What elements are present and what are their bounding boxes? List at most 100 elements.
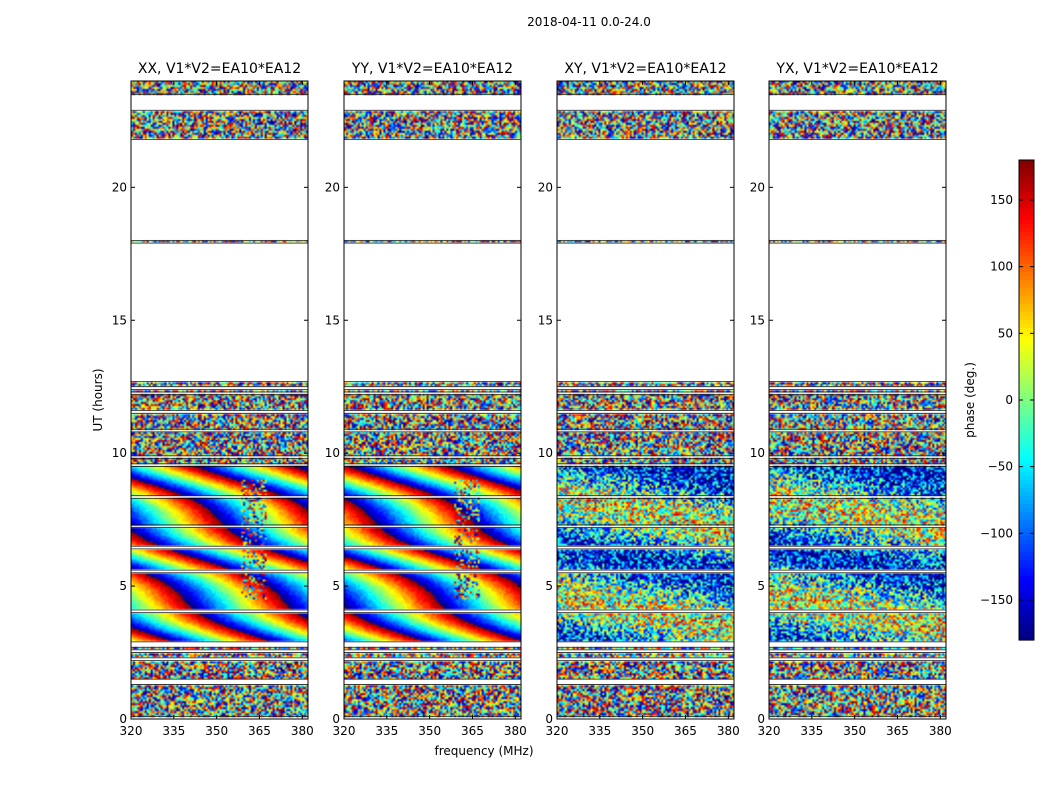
- colorbar-step: [1019, 188, 1034, 193]
- y-tick-label: 15: [112, 313, 127, 327]
- y-tick-label: 15: [538, 313, 553, 327]
- colorbar-step: [1019, 452, 1034, 457]
- x-tick-label: 365: [886, 724, 909, 738]
- colorbar-step: [1019, 596, 1034, 601]
- x-tick-label: 320: [546, 724, 569, 738]
- x-tick-label: 350: [205, 724, 228, 738]
- figure-title: 2018-04-11 0.0-24.0: [527, 15, 651, 29]
- colorbar-step: [1019, 212, 1034, 217]
- panel-frame: [768, 80, 947, 720]
- colorbar-step: [1019, 348, 1034, 353]
- colorbar-step: [1019, 308, 1034, 313]
- colorbar-step: [1019, 340, 1034, 345]
- y-tick-label: 10: [325, 446, 340, 460]
- colorbar-step: [1019, 524, 1034, 529]
- y-tick-label: 5: [332, 579, 340, 593]
- panel-1: XX, V1*V2=EA10*EA12 320 335 350 365 380 0 5 10 15…: [112, 61, 314, 738]
- x-tick-label: 380: [929, 724, 952, 738]
- colorbar-step: [1019, 244, 1034, 249]
- heatmap-image: [131, 81, 308, 719]
- colorbar-step: [1019, 356, 1034, 361]
- panel-2: YY, V1*V2=EA10*EA12 320 335 350 365 380 0 5 10 15…: [325, 61, 527, 738]
- colorbar-step: [1019, 608, 1034, 613]
- y-tick-label: 5: [757, 579, 765, 593]
- x-tick-label: 350: [631, 724, 654, 738]
- colorbar-step: [1019, 184, 1034, 189]
- colorbar-step: [1019, 428, 1034, 433]
- colorbar-step: [1019, 624, 1034, 629]
- panel-4: YX, V1*V2=EA10*EA12 320 335 350 365 380 0 5 10 15…: [750, 61, 952, 738]
- x-tick-label: 365: [674, 724, 697, 738]
- colorbar-step: [1019, 556, 1034, 561]
- colorbar-step: [1019, 552, 1034, 557]
- colorbar-step: [1019, 560, 1034, 565]
- x-tick-label: 350: [843, 724, 866, 738]
- colorbar-step: [1019, 344, 1034, 349]
- panel-frame: [343, 80, 522, 720]
- colorbar-step: [1019, 316, 1034, 321]
- panel-title: XX, V1*V2=EA10*EA12: [138, 61, 301, 77]
- colorbar-step: [1019, 268, 1034, 273]
- y-tick-label: 15: [750, 313, 765, 327]
- colorbar-step: [1019, 456, 1034, 461]
- colorbar-step: [1019, 276, 1034, 281]
- colorbar-step: [1019, 288, 1034, 293]
- colorbar-step: [1019, 300, 1034, 305]
- colorbar-step: [1019, 252, 1034, 257]
- colorbar-step: [1019, 172, 1034, 177]
- colorbar-step: [1019, 544, 1034, 549]
- colorbar-step: [1019, 604, 1034, 609]
- panel-title: YX, V1*V2=EA10*EA12: [775, 61, 938, 77]
- colorbar-step: [1019, 440, 1034, 445]
- panel-title: YY, V1*V2=EA10*EA12: [351, 61, 513, 77]
- colorbar-step: [1019, 628, 1034, 633]
- y-tick-label: 0: [757, 712, 765, 726]
- colorbar-step: [1019, 324, 1034, 329]
- colorbar-step: [1019, 292, 1034, 297]
- colorbar-tick-label: −100: [980, 526, 1013, 540]
- colorbar-step: [1019, 472, 1034, 477]
- colorbar-step: [1019, 192, 1034, 197]
- colorbar-step: [1019, 520, 1034, 525]
- colorbar-tick-label: 50: [998, 326, 1013, 340]
- colorbar-step: [1019, 516, 1034, 521]
- colorbar-step: [1019, 256, 1034, 261]
- colorbar-step: [1019, 460, 1034, 465]
- y-tick-label: 0: [119, 712, 127, 726]
- y-tick-label: 10: [750, 446, 765, 460]
- y-tick-label: 10: [538, 446, 553, 460]
- colorbar-step: [1019, 528, 1034, 533]
- colorbar-step: [1019, 612, 1034, 617]
- colorbar-step: [1019, 168, 1034, 173]
- y-axis-label: UT (hours): [91, 368, 105, 431]
- colorbar-step: [1019, 468, 1034, 473]
- colorbar-step: [1019, 424, 1034, 429]
- colorbar-step: [1019, 420, 1034, 425]
- colorbar-step: [1019, 396, 1034, 401]
- panel-title: XY, V1*V2=EA10*EA12: [564, 61, 726, 77]
- colorbar-step: [1019, 576, 1034, 581]
- colorbar-step: [1019, 540, 1034, 545]
- colorbar-step: [1019, 464, 1034, 469]
- colorbar-step: [1019, 508, 1034, 513]
- colorbar-step: [1019, 216, 1034, 221]
- heatmap-image: [769, 81, 946, 719]
- colorbar-step: [1019, 512, 1034, 517]
- colorbar-step: [1019, 496, 1034, 501]
- x-axis-label: frequency (MHz): [434, 744, 533, 758]
- colorbar-step: [1019, 600, 1034, 605]
- colorbar-step: [1019, 280, 1034, 285]
- colorbar-step: [1019, 220, 1034, 225]
- colorbar-step: [1019, 208, 1034, 213]
- colorbar-step: [1019, 364, 1034, 369]
- colorbar-tick-label: −150: [980, 593, 1013, 607]
- colorbar-step: [1019, 368, 1034, 373]
- colorbar-step: [1019, 500, 1034, 505]
- panel-frame: [556, 80, 735, 720]
- colorbar-step: [1019, 376, 1034, 381]
- colorbar-step: [1019, 232, 1034, 237]
- y-tick-label: 0: [545, 712, 553, 726]
- x-tick-label: 335: [162, 724, 185, 738]
- colorbar-step: [1019, 380, 1034, 385]
